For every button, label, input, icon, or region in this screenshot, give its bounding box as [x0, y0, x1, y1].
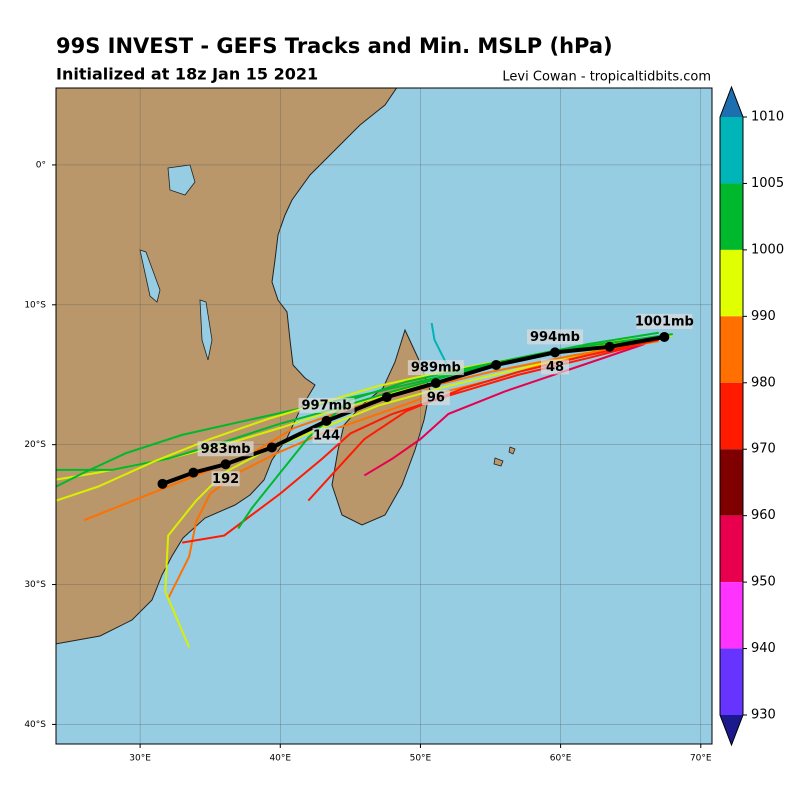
- colorbar-bin: [720, 117, 743, 184]
- colorbar-bin: [720, 382, 743, 450]
- label-box: [312, 427, 341, 443]
- colorbar-tick-label: 970: [751, 442, 776, 457]
- axes: 30°E 40°E 50°E 60°E 70°E 0° 10°S 20°S 30°S 40°S: [24, 160, 712, 763]
- hour-label: 48: [546, 360, 564, 375]
- hour-label: 96: [427, 391, 445, 406]
- x-tick-label: 70°E: [690, 754, 712, 764]
- colorbar-extend: [720, 715, 743, 745]
- member-track: [83, 340, 659, 522]
- map-frame: [55, 87, 713, 745]
- x-tick-label: 50°E: [410, 754, 432, 764]
- label-box: [541, 359, 570, 375]
- lake: [167, 164, 196, 196]
- mean-point: [491, 359, 502, 370]
- label-box: [197, 441, 254, 457]
- lake: [139, 249, 161, 303]
- colorbar-tick-label: 1005: [751, 176, 784, 191]
- colorbar-tick-label: 1010: [751, 110, 784, 125]
- label-box: [211, 471, 240, 487]
- member-track: [164, 337, 659, 648]
- mean-point: [220, 459, 231, 470]
- label-box: [407, 360, 464, 376]
- mean-point: [188, 467, 199, 478]
- colorbar-tick-label: 990: [751, 309, 776, 324]
- x-tick-label: 30°E: [129, 754, 151, 764]
- hour-label: 192: [212, 472, 239, 487]
- mean-point: [321, 415, 332, 426]
- mean-point: [157, 478, 168, 489]
- colorbar-tick-label: 980: [751, 375, 776, 390]
- pressure-label: 983mb: [201, 442, 251, 457]
- colorbar-bin: [720, 515, 743, 583]
- colorbar-extend: [720, 87, 743, 117]
- africa: [56, 88, 398, 645]
- x-tick-label: 60°E: [550, 754, 572, 764]
- pressure-label: 1001mb: [635, 314, 694, 329]
- colorbar-bin: [720, 648, 743, 715]
- colorbar-bin: [720, 449, 743, 516]
- pressure-label: 994mb: [530, 330, 580, 345]
- mean-point: [659, 331, 670, 342]
- member-track: [363, 343, 646, 477]
- colorbar-bin: [720, 249, 743, 317]
- island: [508, 446, 516, 455]
- label-box: [298, 397, 355, 413]
- colorbar-bin: [720, 183, 743, 250]
- hour-label: 144: [313, 428, 340, 443]
- y-tick-label: 0°: [36, 160, 46, 170]
- lake: [199, 299, 213, 361]
- map: 1001mb 994mb 48 989mb 96 997mb 144 983mb 192: [56, 88, 712, 744]
- x-tick-label: 40°E: [269, 754, 291, 764]
- mean-point: [430, 378, 441, 389]
- label-box: [527, 329, 584, 345]
- colorbar: 1010 1005 1000 990 980 970 960 950 940 930: [719, 85, 784, 747]
- credit: Levi Cowan - tropicaltidbits.com: [502, 70, 711, 85]
- label-box: [636, 313, 693, 329]
- y-tick-label: 10°S: [24, 300, 46, 310]
- colorbar-tick-label: 930: [751, 708, 776, 723]
- mean-point: [381, 392, 392, 403]
- mean-point: [266, 442, 277, 453]
- subtitle: Initialized at 18z Jan 15 2021: [56, 65, 318, 84]
- title: 99S INVEST - GEFS Tracks and Min. MSLP (…: [56, 34, 613, 58]
- colorbar-tick-label: 1000: [751, 242, 784, 257]
- colorbar-tick-label: 950: [751, 575, 776, 590]
- label-box: [421, 390, 450, 406]
- colorbar-bin: [720, 316, 743, 383]
- tracks: 1001mb 994mb 48 989mb 96 997mb 144 983mb 192: [56, 313, 694, 648]
- island: [493, 457, 504, 467]
- colorbar-tick-label: 940: [751, 641, 776, 656]
- mean-point: [604, 341, 615, 352]
- pressure-label: 997mb: [302, 398, 352, 413]
- mean-point: [550, 347, 561, 358]
- y-tick-label: 40°S: [24, 720, 46, 730]
- y-tick-label: 20°S: [24, 440, 46, 450]
- colorbar-tick-label: 960: [751, 508, 776, 523]
- pressure-label: 989mb: [411, 361, 461, 376]
- colorbar-bin: [720, 582, 743, 649]
- y-tick-label: 30°S: [24, 580, 46, 590]
